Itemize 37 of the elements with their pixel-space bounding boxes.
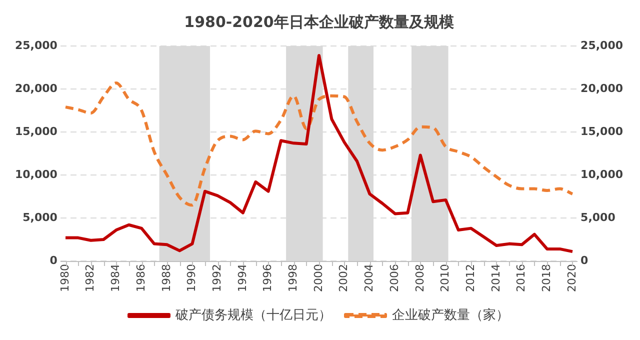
legend-label: 企业破产数量（家） bbox=[392, 306, 509, 323]
legend-label: 破产债务规模（十亿日元） bbox=[174, 308, 332, 323]
x-tick-label: 1998 bbox=[286, 264, 300, 292]
x-tick-label: 1984 bbox=[109, 264, 122, 292]
x-tick-label: 2020 bbox=[565, 264, 578, 292]
y-tick-label: 0 bbox=[50, 254, 58, 267]
y-tick-label: 5,000 bbox=[22, 210, 58, 224]
y2-tick-label: 15,000 bbox=[580, 124, 624, 138]
x-tick-label: 1986 bbox=[134, 264, 148, 292]
x-tick-label: 1988 bbox=[160, 264, 173, 292]
chart-title: 1980-2020年日本企业破产数量及规模 bbox=[184, 12, 455, 31]
x-tick-label: 2018 bbox=[540, 264, 553, 292]
x-tick-label: 1982 bbox=[84, 264, 97, 292]
x-tick-label: 1980 bbox=[58, 264, 72, 292]
x-tick-label: 2000 bbox=[312, 264, 325, 292]
y-tick-label: 25,000 bbox=[14, 38, 58, 52]
y-tick-label: 20,000 bbox=[14, 82, 58, 95]
x-tick-label: 2012 bbox=[464, 264, 477, 292]
x-tick-label: 1994 bbox=[236, 264, 249, 292]
x-tick-label: 2004 bbox=[362, 264, 376, 292]
y2-tick-label: 25,000 bbox=[580, 38, 624, 52]
x-tick-label: 2002 bbox=[337, 264, 350, 292]
x-tick-label: 2016 bbox=[514, 264, 528, 292]
y2-tick-label: 20,000 bbox=[580, 82, 624, 95]
y2-tick-label: 10,000 bbox=[580, 168, 624, 181]
y-tick-label: 15,000 bbox=[14, 124, 58, 138]
x-tick-label: 2006 bbox=[388, 264, 401, 292]
y-tick-label: 10,000 bbox=[14, 168, 58, 181]
x-tick-label: 1996 bbox=[261, 264, 274, 292]
x-tick-label: 1990 bbox=[185, 264, 198, 292]
line-series bbox=[64, 81, 574, 207]
x-tick-label: 2010 bbox=[438, 264, 452, 292]
y2-tick-label: 0 bbox=[580, 254, 589, 267]
x-tick-label: 2008 bbox=[413, 264, 426, 292]
y2-tick-label: 5,000 bbox=[580, 210, 616, 224]
x-tick-label: 1992 bbox=[210, 264, 224, 292]
x-tick-label: 2014 bbox=[489, 264, 502, 292]
